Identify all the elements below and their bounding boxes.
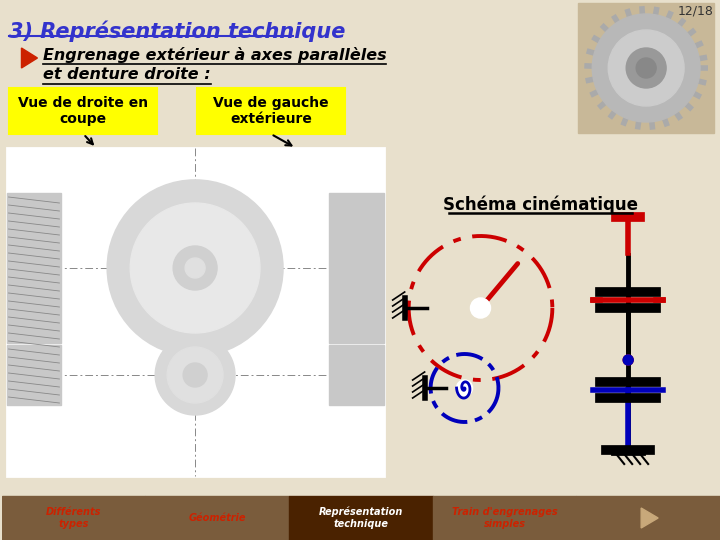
- Bar: [578, 3, 714, 133]
- Bar: [145, 496, 289, 540]
- Text: Engrenage extérieur à axes parallèles: Engrenage extérieur à axes parallèles: [43, 47, 387, 63]
- Circle shape: [626, 48, 666, 88]
- Circle shape: [183, 363, 207, 387]
- Circle shape: [608, 30, 684, 106]
- Text: Géométrie: Géométrie: [189, 513, 246, 523]
- Circle shape: [472, 299, 490, 317]
- Text: 3) Représentation technique: 3) Représentation technique: [9, 20, 346, 42]
- Text: Schéma cinématique: Schéma cinématique: [443, 195, 638, 214]
- Bar: [329, 193, 384, 343]
- Text: Différents
types: Différents types: [45, 507, 101, 529]
- Bar: [289, 496, 433, 540]
- Bar: [9, 88, 157, 134]
- Circle shape: [593, 14, 700, 122]
- Circle shape: [624, 355, 633, 365]
- Circle shape: [636, 58, 656, 78]
- Circle shape: [185, 258, 205, 278]
- Circle shape: [130, 203, 260, 333]
- Circle shape: [173, 246, 217, 290]
- Circle shape: [624, 355, 633, 365]
- Bar: [576, 496, 720, 540]
- Bar: [433, 496, 576, 540]
- Polygon shape: [642, 508, 658, 528]
- Text: et denture droite :: et denture droite :: [43, 67, 211, 82]
- Circle shape: [156, 335, 235, 415]
- Circle shape: [167, 347, 223, 403]
- Bar: [6, 148, 384, 476]
- Bar: [1, 496, 145, 540]
- Bar: [6, 193, 61, 343]
- Circle shape: [457, 381, 472, 395]
- Bar: [197, 88, 345, 134]
- Text: Vue de droite en
coupe: Vue de droite en coupe: [18, 96, 148, 126]
- Bar: [329, 345, 384, 405]
- Bar: [6, 345, 61, 405]
- Text: Vue de gauche
extérieure: Vue de gauche extérieure: [213, 96, 329, 126]
- Text: Représentation
technique: Représentation technique: [318, 507, 403, 529]
- Text: Train d'engrenages
simples: Train d'engrenages simples: [451, 507, 557, 529]
- Polygon shape: [22, 48, 37, 68]
- Text: 12/18: 12/18: [678, 4, 714, 17]
- Circle shape: [107, 180, 283, 356]
